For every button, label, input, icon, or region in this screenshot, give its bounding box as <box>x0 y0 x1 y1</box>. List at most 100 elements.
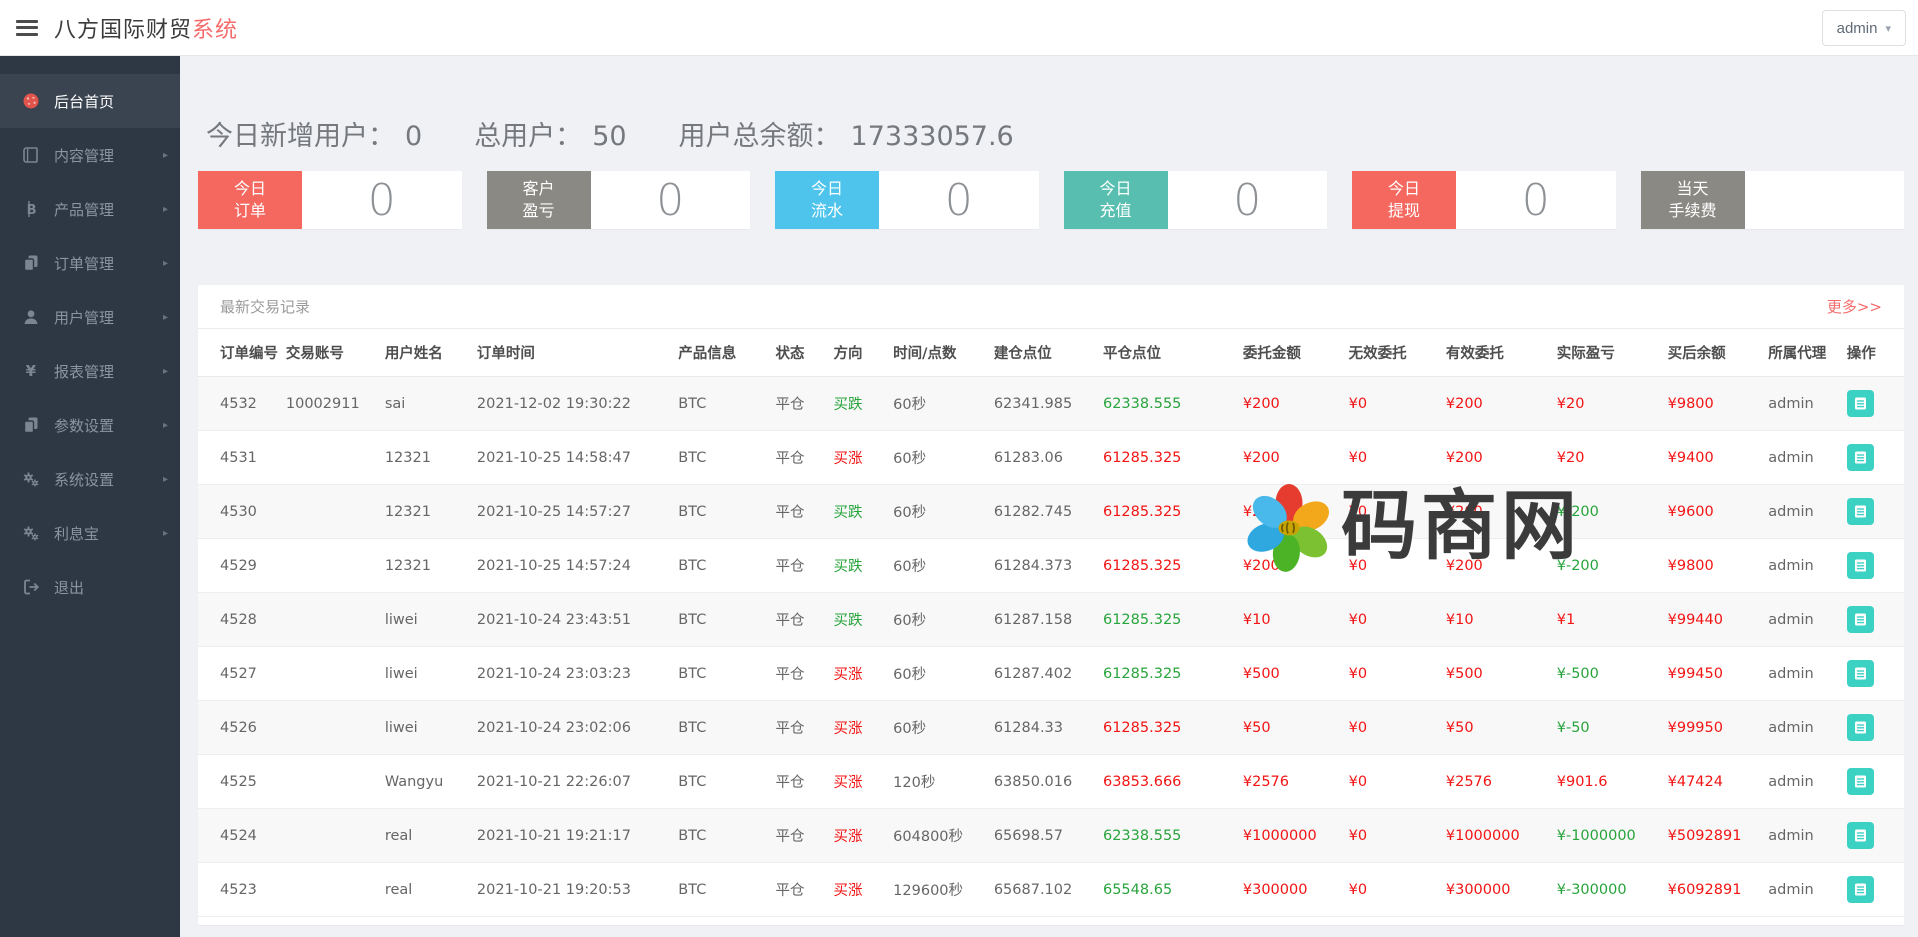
view-order-button[interactable] <box>1846 822 1874 849</box>
view-order-button[interactable] <box>1846 768 1874 795</box>
cell-close-point: 61285.325 <box>1096 538 1237 593</box>
stat-label: 今日新增用户： <box>206 121 395 152</box>
sidebar-item-products[interactable]: B 产品管理 ▸ <box>0 182 180 236</box>
cell-open-point: 61283.06 <box>987 430 1097 485</box>
card-label: 今日 订单 <box>198 171 302 229</box>
cell-period: 60秒 <box>887 538 988 593</box>
card-label: 客户 盈亏 <box>486 171 591 229</box>
stat-label: 总用户： <box>474 121 583 152</box>
sidebar-item-interest[interactable]: 利息宝 ▸ <box>0 506 180 560</box>
cell-open-point: 61284.33 <box>987 700 1097 755</box>
table-row: 4532 10002911 sai 2021-12-02 19:30:22 BTC 平仓买… <box>198 376 1904 431</box>
cell-balance: ¥99450 <box>1661 646 1763 701</box>
cell-actions <box>1840 754 1904 809</box>
panel-title: 最新交易记录 <box>220 298 311 316</box>
user-dropdown[interactable]: admin ▾ <box>1821 10 1906 46</box>
cell-actions <box>1840 484 1904 539</box>
cell-balance: ¥9800 <box>1661 538 1763 593</box>
card-today-recharge: 今日 充值 0 <box>1063 171 1327 229</box>
cell-username: Wangyu <box>378 754 471 809</box>
cell-status: 平仓 <box>769 484 828 539</box>
sidebar-item-users[interactable]: 用户管理 ▸ <box>0 290 180 344</box>
sidebar-item-logout[interactable]: 退出 <box>0 560 180 614</box>
svg-text:¥: ¥ <box>26 362 37 380</box>
cell-amount: ¥10 <box>1236 592 1343 647</box>
cell-valid: ¥2576 <box>1439 754 1551 809</box>
cell-order-time: 2021-10-24 23:43:51 <box>470 592 673 647</box>
cell-open-point: 65698.57 <box>987 808 1097 863</box>
menu-toggle-icon[interactable] <box>16 19 38 36</box>
cell-profit: ¥20 <box>1550 430 1662 485</box>
card-today-withdraw: 今日 提现 0 <box>1352 171 1616 229</box>
cell-profit: ¥-200 <box>1550 484 1662 539</box>
cell-agent: admin <box>1762 538 1841 593</box>
cell-open-point: 63850.016 <box>987 754 1097 809</box>
sidebar-item-system[interactable]: 系统设置 ▸ <box>0 452 180 506</box>
cell-actions <box>1840 376 1904 431</box>
more-link[interactable]: 更多>> <box>1826 298 1882 316</box>
cell-actions <box>1840 808 1904 863</box>
sidebar-item-label: 订单管理 <box>54 254 115 273</box>
sidebar-item-label: 内容管理 <box>54 146 115 165</box>
cell-direction: 买涨 <box>827 646 888 701</box>
sidebar-item-dashboard[interactable]: 后台首页 <box>0 74 180 128</box>
cell-valid: ¥1000000 <box>1439 808 1551 863</box>
cell-profit: ¥20 <box>1550 376 1662 431</box>
card-label: 今日 流水 <box>775 171 879 229</box>
view-order-button[interactable] <box>1846 606 1874 633</box>
cell-period: 60秒 <box>887 646 988 701</box>
cell-status: 平仓 <box>769 754 828 809</box>
table-row: 4524 real 2021-10-21 19:21:17 BTC 平仓 买涨 604800… <box>198 808 1904 863</box>
sidebar-item-reports[interactable]: ¥ 报表管理 ▸ <box>0 344 180 398</box>
stat-value: 17333057.6 <box>850 121 1014 152</box>
cell-order-id: 4523 <box>198 862 280 917</box>
cell-order-id: 4526 <box>198 700 280 755</box>
cell-period: 120秒 <box>887 754 988 809</box>
view-order-button[interactable] <box>1846 876 1874 903</box>
chevron-right-icon: ▸ <box>162 473 168 485</box>
cell-profit: ¥-500 <box>1550 646 1662 701</box>
cell-agent: admin <box>1762 808 1841 863</box>
cell-product: BTC <box>672 646 770 701</box>
cell-account <box>279 538 379 593</box>
view-order-button[interactable] <box>1846 444 1874 471</box>
table-row: 4530 12321 2021-10-25 14:57:27 BTC 平仓 买跌 60秒 61… <box>198 484 1904 539</box>
gears-icon <box>20 524 42 542</box>
top-header: 八方国际财贸系统 admin ▾ <box>0 0 1918 56</box>
stat-2: 用户总余额： 17333057.6 <box>679 114 1014 153</box>
cell-actions <box>1840 646 1904 701</box>
book-icon <box>20 146 42 164</box>
sidebar-item-params[interactable]: 参数设置 ▸ <box>0 398 180 452</box>
user-dropdown-label: admin <box>1836 19 1878 37</box>
view-order-button[interactable] <box>1846 660 1874 687</box>
cell-agent: admin <box>1762 862 1841 917</box>
cell-status: 平仓 <box>769 646 828 701</box>
view-order-button[interactable] <box>1846 552 1874 579</box>
cell-profit: ¥-200 <box>1550 538 1662 593</box>
cell-direction: 买涨 <box>827 862 888 917</box>
view-order-button[interactable] <box>1846 390 1874 417</box>
sidebar-item-orders[interactable]: 订单管理 ▸ <box>0 236 180 290</box>
cell-amount: ¥200 <box>1236 538 1343 593</box>
column-header: 平仓点位 <box>1096 329 1237 377</box>
cell-order-time: 2021-10-25 14:57:27 <box>470 484 673 539</box>
cell-direction: 买涨 <box>827 754 888 809</box>
cell-product: BTC <box>672 376 770 431</box>
cell-profit: ¥-300000 <box>1550 862 1662 917</box>
latest-trades-panel: 最新交易记录 更多>> 订单编号 交易账号 用户姓名 订单时间 产品信息 状态 方向 时间/点… <box>198 285 1904 925</box>
view-order-button[interactable] <box>1846 498 1874 525</box>
cell-open-point: 61282.745 <box>987 484 1097 539</box>
sidebar-item-label: 参数设置 <box>54 416 115 435</box>
chevron-right-icon: ▸ <box>162 149 168 161</box>
cell-account <box>279 484 379 539</box>
view-order-button[interactable] <box>1846 714 1874 741</box>
cell-open-point: 65687.102 <box>987 862 1097 917</box>
cell-period: 129600秒 <box>887 862 988 917</box>
chevron-right-icon: ▸ <box>162 311 168 323</box>
app-title-accent: 系统 <box>192 17 239 43</box>
cell-status: 平仓 <box>769 430 828 485</box>
cell-amount: ¥200 <box>1236 484 1343 539</box>
cell-agent: admin <box>1762 430 1841 485</box>
card-value <box>1745 171 1905 229</box>
sidebar-item-content[interactable]: 内容管理 ▸ <box>0 128 180 182</box>
